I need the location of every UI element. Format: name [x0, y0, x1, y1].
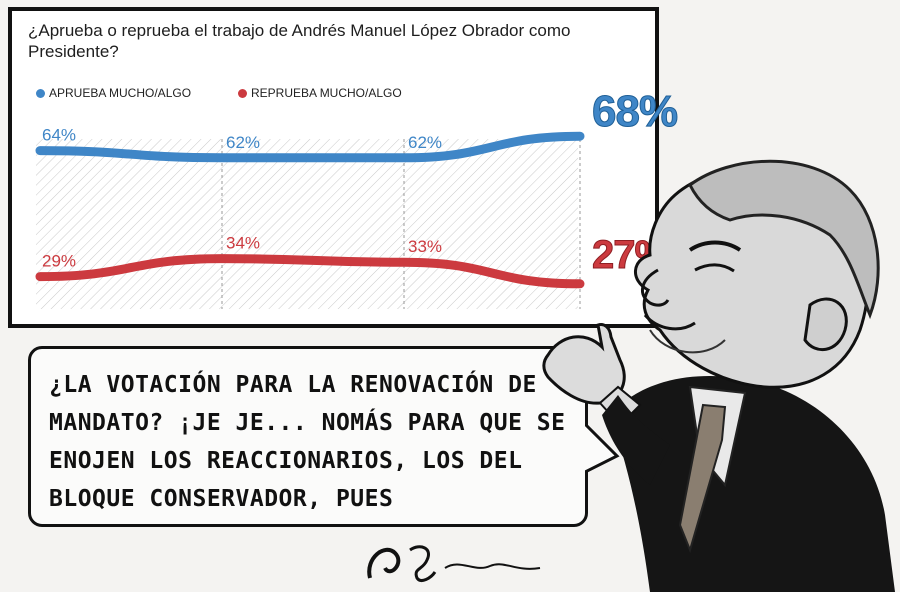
chart-title: ¿Aprueba o reprueba el trabajo de Andrés…	[28, 21, 571, 61]
speech-bubble: ¿La votación para la renovación de manda…	[28, 346, 588, 527]
speech-text: ¿La votación para la renovación de manda…	[49, 372, 566, 512]
legend-disapprove: REPRUEBA MUCHO/ALGO	[238, 86, 402, 100]
legend-approve: APRUEBA MUCHO/ALGO	[36, 86, 191, 100]
legend-disapprove-dot	[238, 88, 247, 98]
cartoon-president-illustration	[542, 159, 895, 592]
approve-series-line	[35, 131, 585, 163]
disapprove-data-label: 33%	[408, 237, 442, 256]
disapprove-series-line	[35, 254, 585, 289]
speech-bubble-tail	[585, 422, 620, 474]
poll-chart-panel: ¿Aprueba o reprueba el trabajo de Andrés…	[8, 7, 679, 328]
approve-data-label: 62%	[408, 133, 442, 152]
legend-disapprove-label: REPRUEBA MUCHO/ALGO	[251, 86, 402, 100]
chart-plot: 64% 62% 62% 29% 34% 33%	[35, 126, 585, 309]
legend-approve-label: APRUEBA MUCHO/ALGO	[49, 86, 192, 100]
approve-data-label: 64%	[42, 126, 76, 145]
latest-approve-value: 68%	[591, 87, 678, 137]
plot-area-hatching	[36, 139, 578, 309]
legend-approve-dot	[36, 88, 45, 98]
disapprove-data-label: 34%	[226, 234, 260, 253]
artist-signature	[367, 545, 541, 582]
disapprove-data-label: 29%	[42, 252, 76, 271]
approve-data-label: 62%	[226, 133, 260, 152]
